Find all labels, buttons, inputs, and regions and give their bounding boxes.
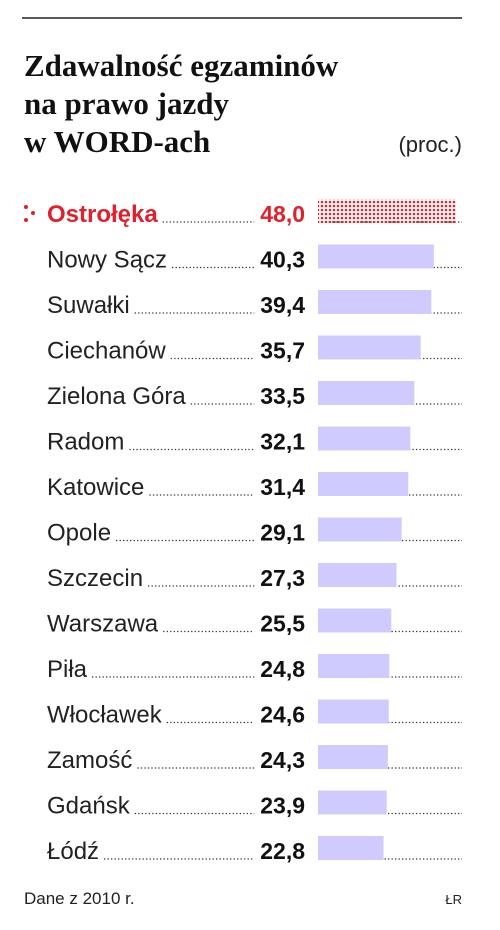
- category-label: Szczecin: [47, 565, 143, 592]
- bar: [318, 290, 432, 314]
- credit: ŁR: [445, 892, 462, 907]
- chart-title: Zdawalność egzaminów: [24, 48, 339, 83]
- source: Dane z 2010 r.: [24, 889, 135, 908]
- bar: [318, 517, 402, 542]
- bar: [318, 608, 392, 633]
- chart-title: w WORD-ach: [24, 124, 210, 159]
- value-label: 24,8: [260, 656, 305, 682]
- category-label: Zamość: [47, 747, 132, 774]
- bar: [318, 790, 387, 815]
- category-label: Katowice: [47, 474, 144, 501]
- value-label: 40,3: [260, 247, 305, 273]
- category-label: Suwałki: [47, 292, 130, 319]
- value-label: 33,5: [260, 383, 305, 409]
- category-label: Piła: [47, 656, 88, 683]
- bar: [318, 836, 384, 860]
- value-label: 25,5: [260, 611, 305, 637]
- value-label: 22,8: [260, 838, 305, 864]
- value-label: 24,3: [260, 747, 305, 773]
- value-label: 24,6: [260, 702, 305, 728]
- bar: [318, 472, 409, 496]
- bar: [318, 699, 389, 724]
- marker-icon: [24, 205, 35, 222]
- category-label: Ciechanów: [47, 338, 166, 365]
- bar: [318, 335, 421, 360]
- category-label: Opole: [47, 520, 111, 547]
- value-label: 35,7: [260, 338, 305, 364]
- chart-title: na prawo jazdy: [24, 86, 229, 121]
- unit: (proc.): [398, 132, 462, 157]
- value-label: 29,1: [260, 520, 305, 546]
- category-label: Łódź: [47, 838, 99, 865]
- value-label: 23,9: [260, 793, 305, 819]
- bar: [318, 654, 390, 678]
- bar: [318, 426, 411, 451]
- category-label: Nowy Sącz: [47, 247, 167, 274]
- value-label: 39,4: [260, 292, 305, 318]
- category-label: Warszawa: [47, 611, 159, 638]
- category-label: Ostrołęka: [47, 201, 158, 228]
- value-label: 27,3: [260, 565, 305, 591]
- category-label: Zielona Góra: [47, 383, 186, 410]
- category-label: Radom: [47, 429, 124, 456]
- value-label: 32,1: [260, 429, 305, 455]
- bar: [318, 563, 397, 587]
- bar: [318, 745, 388, 769]
- value-label: 48,0: [260, 201, 305, 227]
- bar: [318, 244, 434, 269]
- category-label: Włocławek: [47, 702, 163, 729]
- bar: [318, 381, 415, 405]
- value-label: 31,4: [260, 474, 305, 500]
- category-label: Gdańsk: [47, 793, 131, 820]
- bar: [318, 199, 456, 223]
